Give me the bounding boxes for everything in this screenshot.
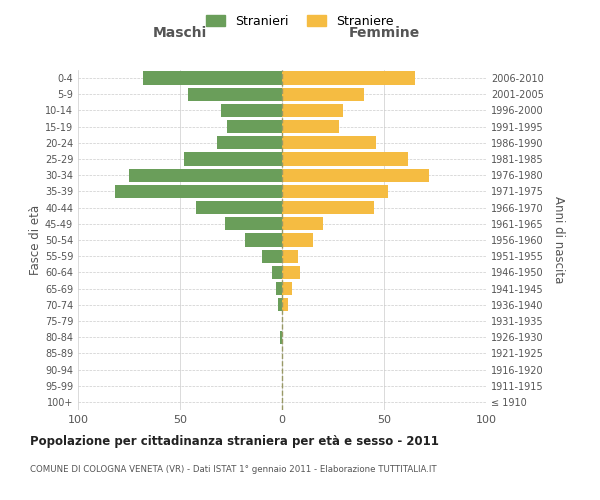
Bar — [282, 72, 415, 85]
Legend: Stranieri, Straniere: Stranieri, Straniere — [203, 11, 397, 32]
Bar — [282, 201, 374, 214]
Bar — [276, 282, 282, 295]
Bar — [221, 104, 282, 117]
Bar — [196, 201, 282, 214]
Bar — [282, 168, 429, 182]
Bar — [225, 217, 282, 230]
Y-axis label: Fasce di età: Fasce di età — [29, 205, 42, 275]
Bar — [282, 152, 409, 166]
Bar — [282, 88, 364, 101]
Bar — [282, 185, 388, 198]
Bar — [282, 120, 339, 134]
Bar — [262, 250, 282, 263]
Bar — [184, 152, 282, 166]
Bar — [282, 136, 376, 149]
Bar — [282, 282, 292, 295]
Bar — [282, 234, 313, 246]
Bar — [272, 266, 282, 279]
Bar — [143, 72, 282, 85]
Bar — [282, 298, 288, 312]
Bar — [245, 234, 282, 246]
Bar — [282, 250, 298, 263]
Bar — [188, 88, 282, 101]
Text: COMUNE DI COLOGNA VENETA (VR) - Dati ISTAT 1° gennaio 2011 - Elaborazione TUTTIT: COMUNE DI COLOGNA VENETA (VR) - Dati IST… — [30, 465, 437, 474]
Bar — [282, 266, 301, 279]
Text: Popolazione per cittadinanza straniera per età e sesso - 2011: Popolazione per cittadinanza straniera p… — [30, 435, 439, 448]
Bar — [282, 217, 323, 230]
Bar — [282, 104, 343, 117]
Text: Maschi: Maschi — [153, 26, 207, 40]
Bar — [227, 120, 282, 134]
Bar — [280, 330, 282, 344]
Bar — [115, 185, 282, 198]
Bar — [278, 298, 282, 312]
Text: Femmine: Femmine — [349, 26, 419, 40]
Bar — [129, 168, 282, 182]
Y-axis label: Anni di nascita: Anni di nascita — [552, 196, 565, 284]
Bar — [217, 136, 282, 149]
